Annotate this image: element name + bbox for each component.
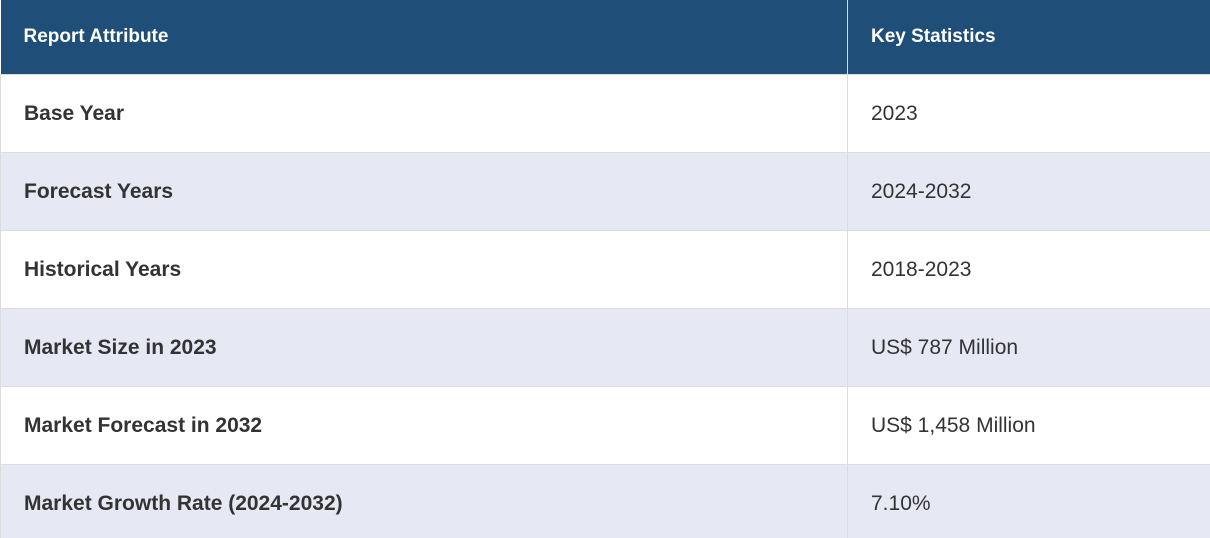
table-row: Market Growth Rate (2024-2032) 7.10% (0, 464, 1210, 538)
value-cell: 2023 (847, 74, 1210, 153)
attribute-cell: Forecast Years (0, 152, 848, 231)
table-body: Base Year 2023 Forecast Years 2024-2032 Hist… (0, 74, 1210, 538)
value-cell: 7.10% (847, 464, 1210, 538)
header-row: Report Attribute Key Statistics (0, 0, 1210, 75)
value-cell: 2018-2023 (847, 230, 1210, 309)
attribute-cell: Market Forecast in 2032 (0, 386, 848, 465)
header-cell: Key Statistics (847, 0, 1210, 75)
header-cell: Report Attribute (0, 0, 848, 75)
attribute-cell: Market Growth Rate (2024-2032) (0, 464, 848, 538)
table-row: Historical Years 2018-2023 (0, 230, 1210, 309)
value-cell: 2024-2032 (847, 152, 1210, 231)
table-row: Market Forecast in 2032 US$ 1,458 Million (0, 386, 1210, 465)
table-row: Base Year 2023 (0, 74, 1210, 153)
table-row: Market Size in 2023 US$ 787 Million (0, 308, 1210, 387)
attribute-cell: Market Size in 2023 (0, 308, 848, 387)
attribute-cell: Historical Years (0, 230, 848, 309)
value-cell: US$ 787 Million (847, 308, 1210, 387)
value-cell: US$ 1,458 Million (847, 386, 1210, 465)
table-row: Forecast Years 2024-2032 (0, 152, 1210, 231)
attribute-cell: Base Year (0, 74, 848, 153)
